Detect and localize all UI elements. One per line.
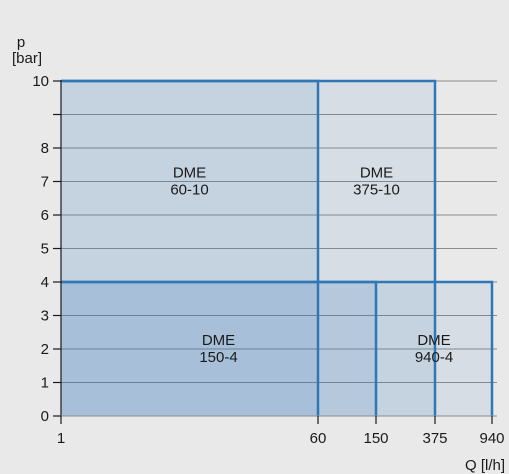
region-fill-940-4 xyxy=(61,282,492,416)
y-tick-label-5: 5 xyxy=(41,241,49,258)
x-tick-label-1: 1 xyxy=(57,430,65,447)
y-axis-unit: [bar] xyxy=(12,50,42,67)
region-label-name-60-10: DME xyxy=(173,165,206,182)
region-fill-375-10 xyxy=(61,81,435,416)
region-outline-940-4 xyxy=(61,280,494,416)
y-tick-label-4: 4 xyxy=(41,274,49,291)
region-label-model-150-4: 150-4 xyxy=(199,349,237,366)
y-tick-label-2: 2 xyxy=(41,341,49,358)
x-tick-label-150: 150 xyxy=(363,430,388,447)
y-tick-label-3: 3 xyxy=(41,308,49,325)
x-tick-label-940: 940 xyxy=(479,430,504,447)
x-tick-label-375: 375 xyxy=(422,430,447,447)
region-fill-60-10 xyxy=(61,81,318,416)
region-label-name-375-10: DME xyxy=(360,165,393,182)
region-label-model-60-10: 60-10 xyxy=(170,182,208,199)
y-tick-label-1: 1 xyxy=(41,375,49,392)
y-axis-symbol: p xyxy=(17,34,25,51)
region-fill-150-4 xyxy=(61,282,376,416)
region-outlines xyxy=(61,79,494,416)
y-tick-label-8: 8 xyxy=(41,140,49,157)
y-tick-label-10: 10 xyxy=(32,73,49,90)
region-fills xyxy=(61,81,492,416)
x-axis-title: Q [l/h] xyxy=(465,457,505,474)
region-outline-375-10 xyxy=(61,79,437,416)
region-label-name-940-4: DME xyxy=(417,332,450,349)
region-label-model-940-4: 940-4 xyxy=(415,349,453,366)
region-label-model-375-10: 375-10 xyxy=(353,182,400,199)
region-label-name-150-4: DME xyxy=(202,332,235,349)
y-tick-label-7: 7 xyxy=(41,174,49,191)
y-tick-label-0: 0 xyxy=(41,408,49,425)
x-tick-label-60: 60 xyxy=(310,430,327,447)
y-tick-label-6: 6 xyxy=(41,207,49,224)
